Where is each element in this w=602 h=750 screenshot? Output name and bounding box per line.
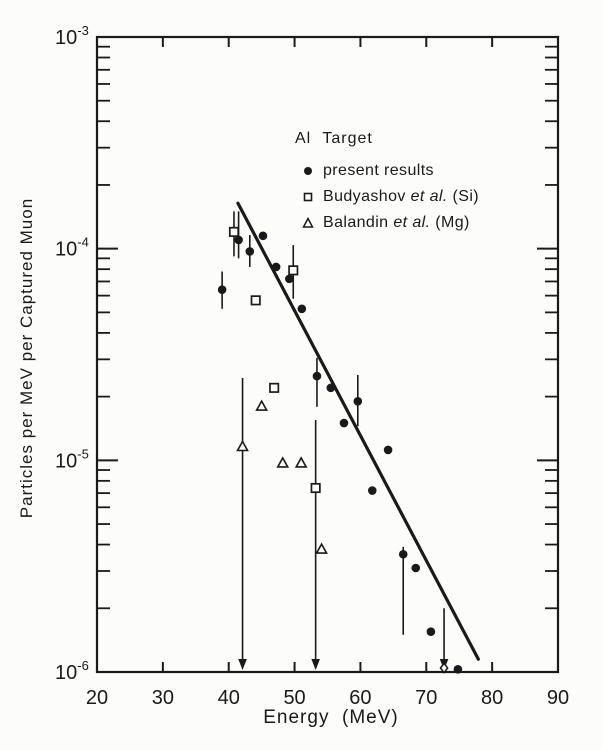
filled-circle-icon: [293, 164, 323, 178]
legend-item-label: Balandin et al. (Mg): [323, 214, 470, 231]
data-point-circle: [353, 397, 363, 406]
y-tick-label: 10-3: [55, 23, 89, 49]
fit-line: [236, 201, 480, 661]
legend-item-label: Budyashov et al. (Si): [323, 188, 480, 205]
data-point-square: [269, 382, 280, 393]
y-axis-title: Particles per MeV per Captured Muon: [17, 197, 36, 519]
x-tick-label: 20: [86, 687, 108, 709]
data-point-circle: [453, 664, 463, 674]
x-tick-label: 70: [415, 687, 437, 709]
legend: Al Target present results Budyashov et a…: [293, 130, 479, 236]
data-point-circle: [297, 304, 307, 314]
x-tick-label: 80: [481, 687, 503, 709]
data-point-triangle: [236, 439, 249, 452]
x-tick-label: 40: [218, 687, 240, 709]
data-point-circle: [367, 486, 377, 495]
data-point-triangle: [315, 542, 328, 554]
open-square-icon: [293, 190, 323, 204]
data-point-circle: [271, 262, 281, 272]
data-point-square: [310, 482, 321, 494]
data-point-circle: [312, 371, 322, 381]
y-tick-label: 10-5: [55, 446, 89, 472]
data-point-circle: [383, 445, 393, 455]
data-point-circle: [285, 274, 294, 284]
data-point-square: [250, 295, 261, 306]
x-tick-label: 60: [349, 687, 371, 709]
data-point-circle: [234, 235, 243, 245]
legend-item-balandin: Balandin et al. (Mg): [293, 210, 479, 236]
x-tick-label: 90: [547, 687, 569, 709]
y-tick-label: 10-4: [55, 235, 89, 261]
data-point-square: [288, 265, 299, 276]
data-point-triangle: [294, 456, 308, 468]
data-point-circle: [245, 247, 255, 256]
y-tick-label: 10-6: [55, 658, 89, 684]
x-tick-label: 50: [283, 687, 305, 709]
data-point-circle: [339, 418, 349, 428]
down-arrowhead: [238, 659, 247, 670]
legend-item-present-results: present results: [293, 158, 479, 184]
data-point-square: [228, 226, 240, 237]
legend-item-budyashov: Budyashov et al. (Si): [293, 184, 479, 210]
legend-title: Al Target: [295, 130, 373, 147]
data-point-circle: [258, 231, 268, 241]
plot-frame: [95, 35, 560, 674]
open-triangle-icon: [293, 216, 323, 230]
data-point-circle: [326, 383, 336, 393]
data-point-triangle: [276, 456, 290, 468]
data-point-diamond: [439, 662, 449, 674]
down-arrowhead: [311, 659, 320, 670]
data-point-circle: [411, 563, 421, 573]
x-tick-label: 30: [152, 687, 174, 709]
data-point-triangle: [255, 399, 269, 411]
legend-item-label: present results: [323, 162, 434, 179]
data-point-circle: [426, 627, 436, 637]
x-axis-title: Energy (MeV): [263, 707, 399, 728]
data-point-circle: [217, 285, 227, 294]
data-point-circle: [398, 549, 408, 559]
